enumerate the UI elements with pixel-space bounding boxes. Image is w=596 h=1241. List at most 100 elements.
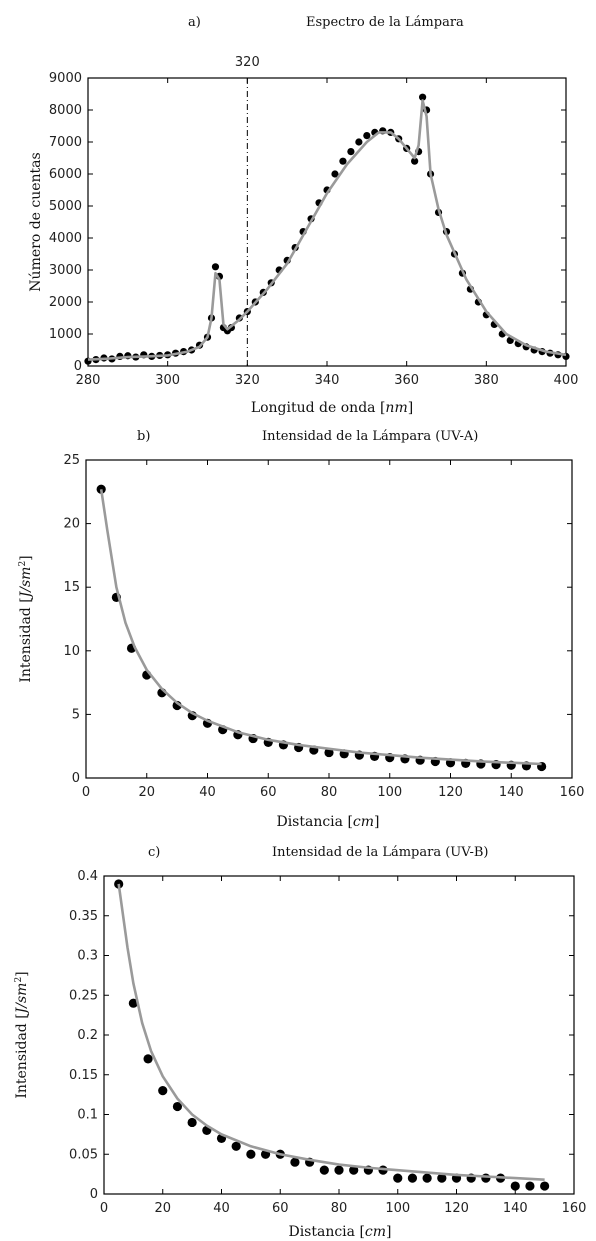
x-tick-label: 140 — [503, 1201, 528, 1216]
series-c — [114, 879, 550, 1191]
data-point — [349, 1165, 359, 1175]
y-tick-label: 5000 — [49, 199, 82, 214]
data-point — [407, 1173, 418, 1183]
y-tick-label: 0.4 — [77, 869, 98, 884]
x-tick-label: 160 — [560, 785, 585, 800]
chart-title-b: Intensidad de la Lámpara (UV-A) — [262, 429, 478, 444]
y-tick-label: 0 — [90, 1187, 98, 1202]
ticks-a: 280 300 320 340 360 380 4000100020003000400050… — [49, 71, 579, 388]
y-tick-label: 15 — [63, 580, 80, 595]
y-tick-label: 0.25 — [69, 988, 98, 1003]
x-tick-label: 320 — [235, 373, 260, 388]
x-tick-label: 120 — [438, 785, 463, 800]
data-point — [231, 1141, 241, 1151]
panel-label-b: b) — [137, 429, 150, 444]
y-tick-label: 9000 — [49, 71, 82, 86]
plot-frame-c — [103, 875, 575, 1195]
panel-c: c) Intensidad de la Lámpara (UV-B) 0 20 40… — [14, 845, 586, 1240]
x-tick-label: 20 — [138, 785, 155, 800]
panel-b: b) Intensidad de la Lámpara (UV-A) 0 20 40… — [18, 429, 584, 830]
data-point — [331, 170, 339, 178]
y-axis-label-b: Intensidad [J/sm2] — [18, 555, 34, 682]
ticks-b: 0 20 40 60 80 100 120 140 160 0 5 10 15 20 25 — [63, 453, 584, 800]
y-tick-label: 25 — [63, 453, 80, 468]
data-point — [211, 263, 220, 271]
x-tick-label: 20 — [154, 1201, 171, 1216]
y-tick-label: 0.35 — [69, 909, 98, 924]
panel-a: a) Espectro de la Lámpara 280 300 320 340 36… — [28, 15, 578, 416]
plot-frame-b — [85, 459, 573, 779]
x-axis-label-a: Longitud de onda [nm] — [251, 400, 413, 416]
x-tick-label: 40 — [213, 1201, 230, 1216]
x-tick-label: 100 — [377, 785, 402, 800]
y-tick-label: 2000 — [49, 295, 82, 310]
data-point — [422, 1173, 432, 1183]
x-tick-label: 40 — [199, 785, 216, 800]
y-tick-label: 0.3 — [77, 949, 98, 964]
y-tick-label: 5 — [72, 707, 80, 722]
fit-curve — [87, 99, 567, 361]
y-tick-label: 3000 — [49, 263, 82, 278]
y-tick-label: 0 — [74, 359, 82, 374]
x-tick-label: 300 — [155, 373, 180, 388]
data-point — [481, 1173, 491, 1183]
series-b — [96, 484, 547, 772]
data-point — [393, 1173, 403, 1183]
x-tick-label: 380 — [474, 373, 499, 388]
data-point — [411, 157, 419, 165]
x-tick-label: 0 — [82, 785, 90, 800]
chart-title-c: Intensidad de la Lámpara (UV-B) — [272, 845, 488, 860]
x-tick-label: 400 — [554, 373, 579, 388]
data-point — [128, 998, 138, 1008]
fit-curve — [99, 489, 542, 766]
y-axis-label-a: Número de cuentas — [28, 152, 44, 291]
y-tick-label: 6000 — [49, 167, 82, 182]
y-tick-label: 0 — [72, 771, 80, 786]
ticks-c: 0 20 40 60 80 100 120 140 160 0 0.05 0.1 0.15 0.2 0.25… — [69, 869, 586, 1216]
data-point — [419, 93, 427, 101]
x-tick-label: 60 — [260, 785, 277, 800]
data-point — [347, 148, 355, 156]
x-tick-label: 120 — [444, 1201, 469, 1216]
x-tick-label: 80 — [331, 1201, 348, 1216]
data-point — [290, 1157, 300, 1167]
y-tick-label: 0.05 — [69, 1147, 98, 1162]
x-axis-label-c: Distancia [cm] — [288, 1224, 391, 1240]
data-point — [187, 1117, 197, 1128]
x-tick-label: 80 — [321, 785, 338, 800]
data-point — [363, 132, 371, 140]
x-tick-label: 360 — [394, 373, 419, 388]
y-tick-label: 0.2 — [77, 1028, 98, 1043]
y-tick-label: 8000 — [49, 103, 82, 118]
data-point — [172, 1101, 183, 1112]
x-tick-label: 100 — [385, 1201, 410, 1216]
data-point — [246, 1149, 256, 1159]
x-tick-label: 160 — [562, 1201, 587, 1216]
data-point — [540, 1181, 550, 1191]
data-point — [334, 1165, 344, 1175]
y-axis-label-c: Intensidad [J/sm2] — [14, 971, 30, 1098]
panel-label-a: a) — [188, 15, 201, 30]
y-tick-label: 4000 — [49, 231, 82, 246]
y-tick-label: 7000 — [49, 135, 82, 150]
panel-label-c: c) — [148, 845, 160, 860]
data-point — [355, 138, 363, 146]
vline-label: 320 — [235, 55, 260, 70]
x-tick-label: 340 — [315, 373, 340, 388]
y-tick-label: 0.15 — [69, 1068, 98, 1083]
y-tick-label: 20 — [63, 517, 80, 532]
data-point — [158, 1086, 168, 1096]
y-tick-label: 0.1 — [77, 1108, 98, 1123]
y-tick-label: 1000 — [49, 327, 82, 342]
data-point — [525, 1181, 535, 1191]
fit-curve — [117, 883, 545, 1181]
x-axis-label-b: Distancia [cm] — [276, 814, 379, 830]
data-point — [437, 1173, 447, 1183]
x-tick-label: 280 — [76, 373, 101, 388]
chart-title-a: Espectro de la Lámpara — [306, 15, 464, 30]
y-tick-label: 10 — [63, 644, 80, 659]
data-point — [143, 1054, 153, 1064]
data-point — [339, 157, 347, 165]
series-a — [84, 93, 570, 365]
x-tick-label: 60 — [272, 1201, 289, 1216]
